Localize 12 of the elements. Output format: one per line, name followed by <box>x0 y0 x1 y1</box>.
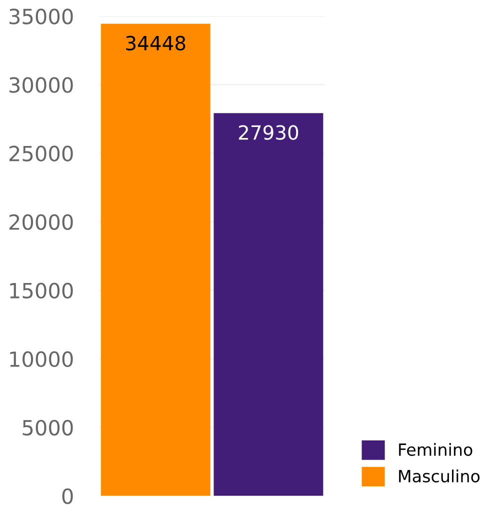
y-tick-label: 35000 <box>10 8 73 24</box>
y-tick-label: 20000 <box>9 214 73 230</box>
y-tick-label: 5000 <box>22 420 73 436</box>
y-tick-label: 25000 <box>9 146 73 162</box>
data-label: 27930 <box>238 125 298 140</box>
y-tick-label: 15000 <box>10 282 73 299</box>
legend-label: Feminino <box>399 443 472 456</box>
y-tick-label: 0 <box>62 488 73 504</box>
legend-label: Masculino <box>399 470 480 482</box>
y-tick-label: 10000 <box>10 351 73 368</box>
y-tick-label: 30000 <box>10 77 73 93</box>
data-label: 34448 <box>126 36 186 51</box>
